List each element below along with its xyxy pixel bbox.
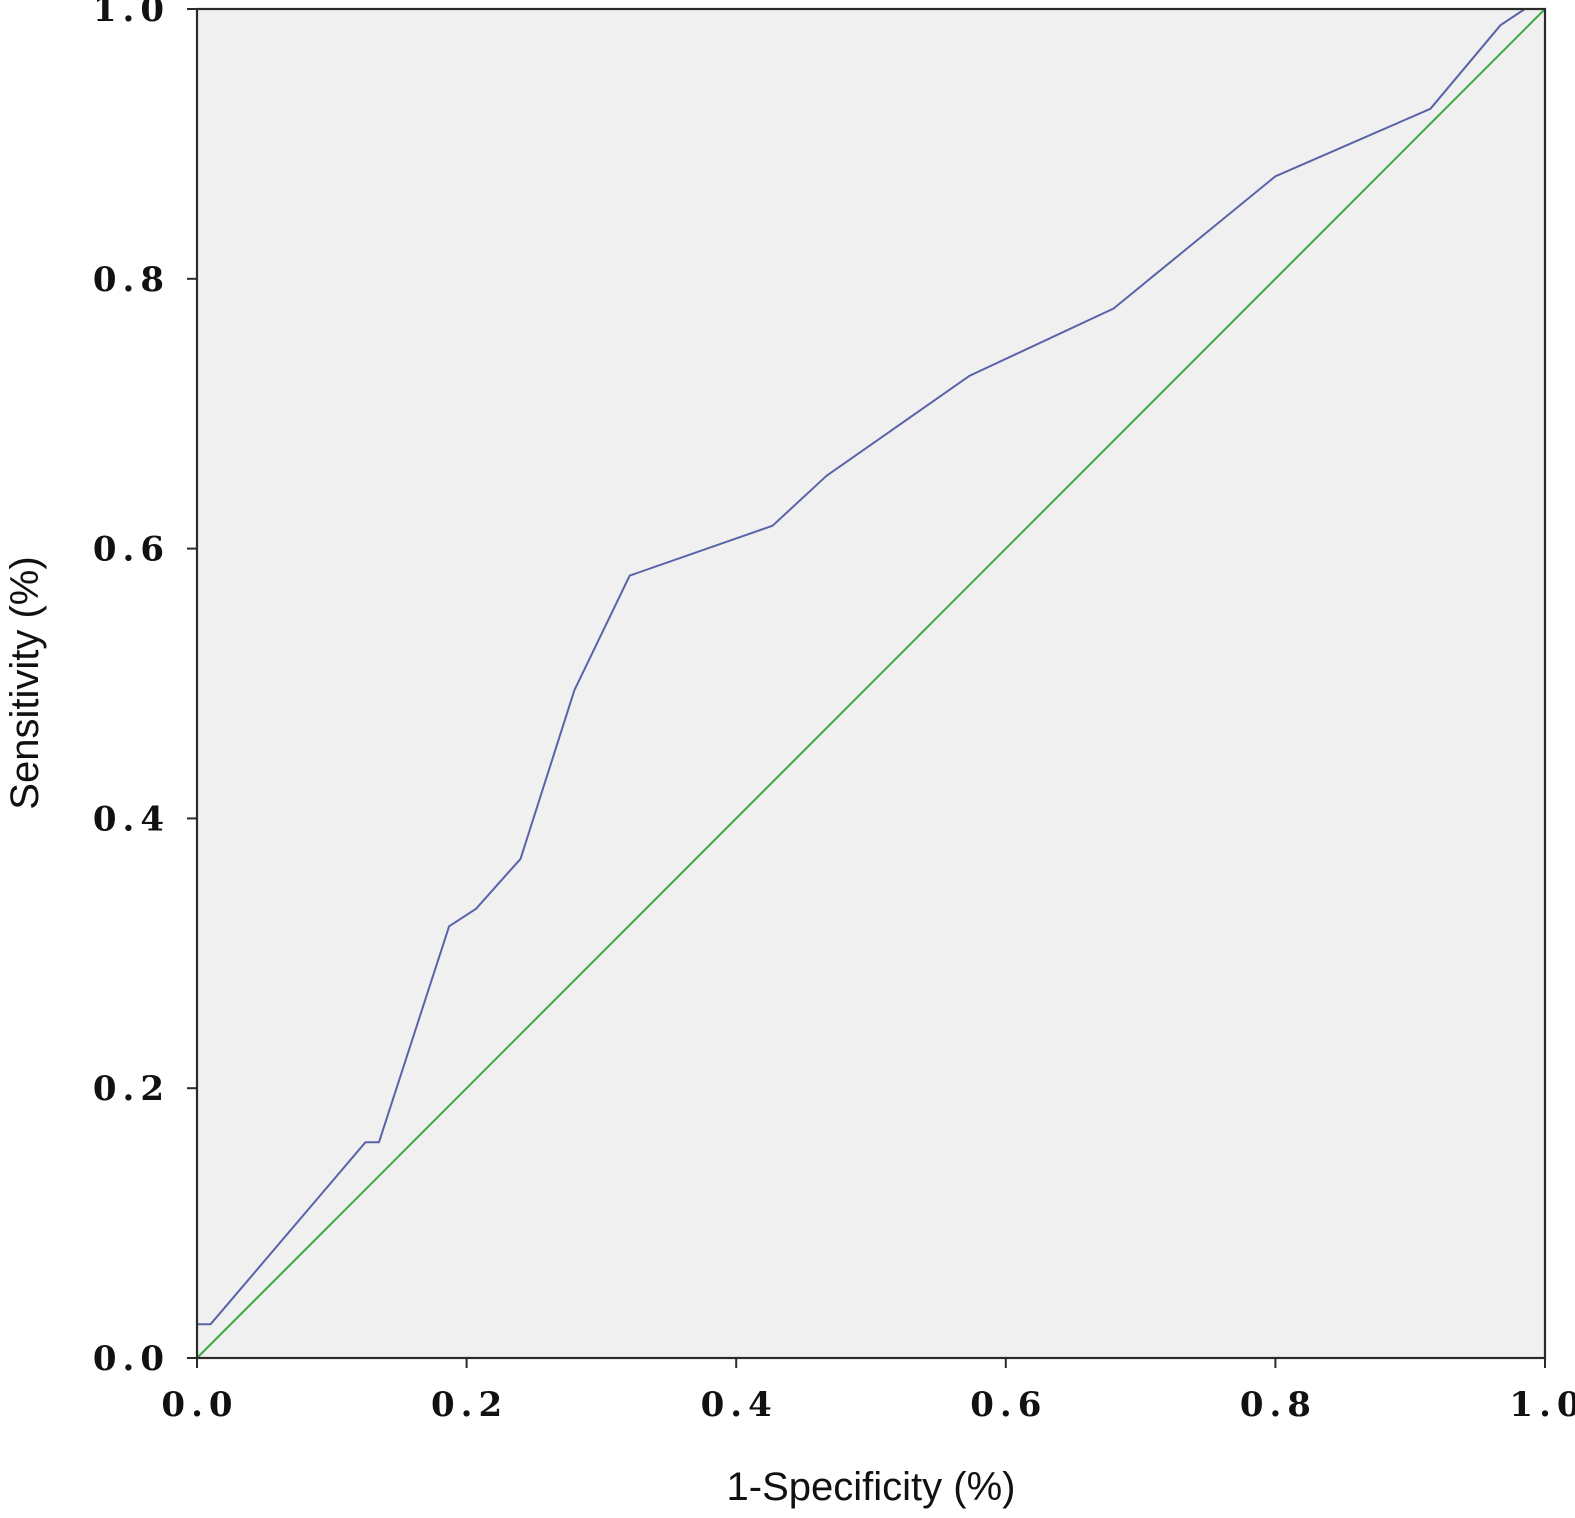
x-tick-label: 0.6 bbox=[970, 1385, 1047, 1425]
y-tick-label: 0.2 bbox=[93, 1069, 170, 1109]
x-tick-label: 1.0 bbox=[1509, 1385, 1575, 1425]
y-tick-label: 0.4 bbox=[93, 799, 170, 839]
x-axis-ticks: 0.0 0.2 0.4 0.6 0.8 1.0 bbox=[161, 1358, 1575, 1425]
y-tick-label: 0.0 bbox=[93, 1339, 170, 1379]
y-tick-label: 0.6 bbox=[93, 530, 170, 570]
x-tick-label: 0.8 bbox=[1240, 1385, 1317, 1425]
plot-frame bbox=[195, 7, 1547, 1360]
x-tick-label: 0.0 bbox=[161, 1385, 238, 1425]
y-tick-label: 0.8 bbox=[93, 260, 170, 300]
x-axis-title: 1-Specificity (%) bbox=[727, 1465, 1016, 1509]
x-tick-label: 0.4 bbox=[701, 1385, 778, 1425]
x-tick-label: 0.2 bbox=[431, 1385, 508, 1425]
reference-diagonal-line bbox=[196, 8, 1546, 1359]
y-tick-label: 1.0 bbox=[93, 0, 170, 30]
y-axis-ticks: 0.0 0.2 0.4 0.6 0.8 1.0 bbox=[93, 0, 197, 1379]
y-axis-title: Sensitivity (%) bbox=[3, 556, 47, 809]
roc-curve-line bbox=[197, 8, 1545, 1326]
series-layer bbox=[196, 8, 1546, 1359]
